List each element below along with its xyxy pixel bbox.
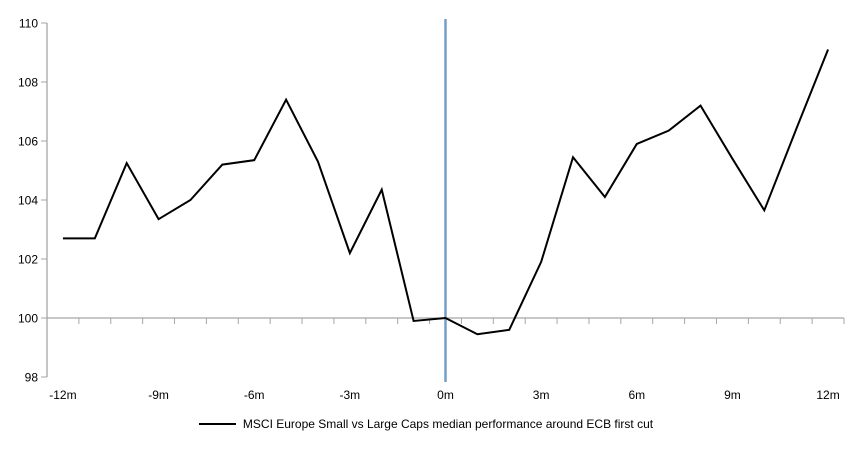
legend-line-sample xyxy=(198,423,236,425)
x-tick-label: -9m xyxy=(148,388,169,402)
x-tick-label: 3m xyxy=(533,388,550,402)
y-tick-label: 104 xyxy=(18,193,38,207)
x-tick-label: 6m xyxy=(628,388,645,402)
plot-area: 98 100 102 104 106 108 110 -12m -9m -6m -3m 0m 3m 6m 9… xyxy=(18,16,845,402)
y-tick-label: 100 xyxy=(18,311,38,325)
y-tick-label: 98 xyxy=(25,370,39,384)
series-line xyxy=(62,49,829,336)
y-tick-label: 108 xyxy=(18,75,38,89)
y-tick-label: 102 xyxy=(18,252,38,266)
x-tick-label: 0m xyxy=(437,388,454,402)
legend: MSCI Europe Small vs Large Caps median p… xyxy=(0,417,852,431)
x-tick-label: -12m xyxy=(49,388,76,402)
x-tick-label: 12m xyxy=(816,388,839,402)
y-tick-label: 106 xyxy=(18,134,38,148)
y-tick-label: 110 xyxy=(19,16,38,30)
x-tick-label: -6m xyxy=(244,388,265,402)
legend-label: MSCI Europe Small vs Large Caps median p… xyxy=(242,417,654,431)
x-tick-label: -3m xyxy=(340,388,361,402)
x-tick-label: 9m xyxy=(724,388,741,402)
